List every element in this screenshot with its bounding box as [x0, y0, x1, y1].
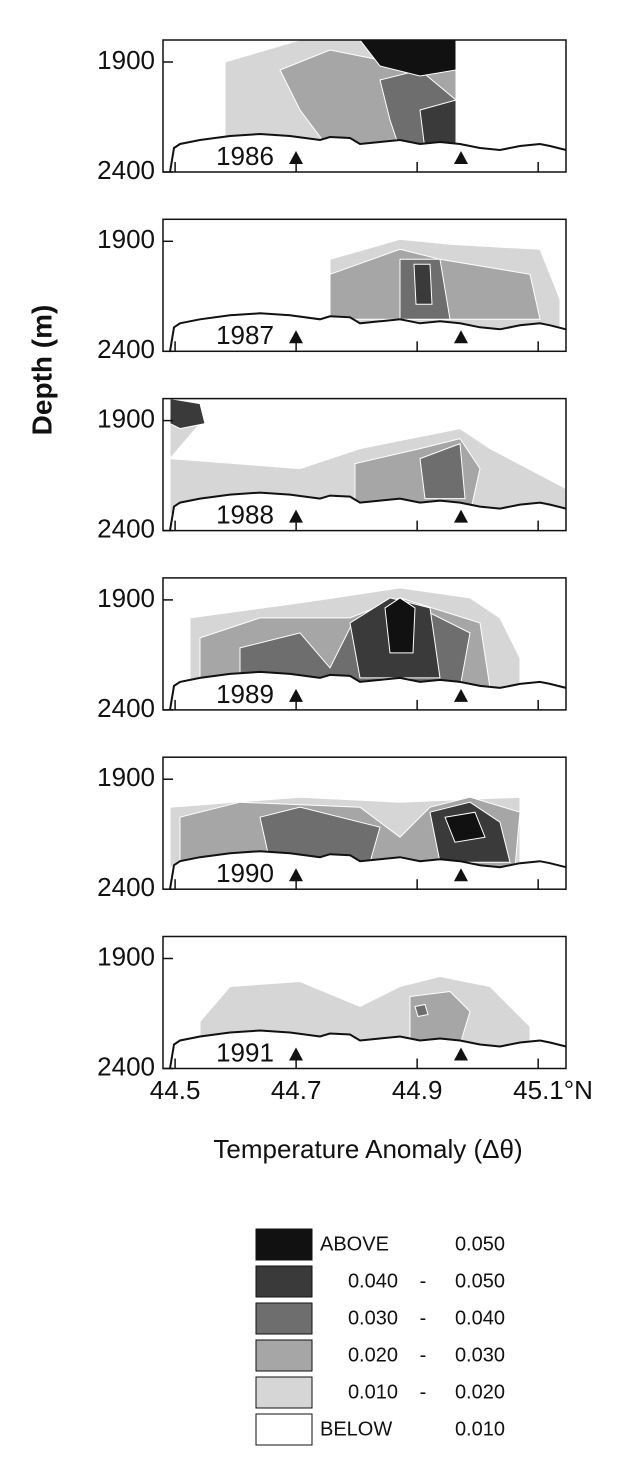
- contour-region: [384, 597, 416, 654]
- legend-text: 0.040: [348, 1270, 398, 1292]
- year-label: 1987: [216, 320, 274, 350]
- legend-text: 0.030: [348, 1307, 398, 1329]
- contour-region: [444, 811, 486, 843]
- station-marker: [454, 868, 468, 882]
- y-axis-label: Depth (m): [26, 305, 57, 436]
- station-marker: [289, 509, 303, 523]
- legend-text: 0.010: [348, 1381, 398, 1403]
- y-tick-label: 1900: [97, 583, 155, 613]
- legend-text: -: [420, 1344, 427, 1366]
- x-tick-label: 45.1°N: [513, 1075, 593, 1105]
- station-marker: [454, 151, 468, 164]
- station-marker: [454, 688, 468, 702]
- panel-frame: [162, 39, 567, 173]
- station-marker: [289, 330, 303, 344]
- y-tick-label: 2400: [97, 693, 155, 723]
- legend-text: -: [420, 1270, 427, 1292]
- year-label: 1986: [216, 141, 274, 171]
- x-tick-label: 44.9: [392, 1075, 443, 1105]
- panel-frame: [162, 397, 567, 532]
- y-tick-label: 1900: [97, 762, 155, 792]
- legend-swatch: [255, 1265, 313, 1298]
- legend-swatch: [255, 1413, 313, 1446]
- contour-region: [414, 1003, 429, 1018]
- y-tick-label: 1900: [97, 941, 155, 971]
- station-marker: [454, 509, 468, 523]
- seafloor: [169, 491, 567, 531]
- panel-frame: [162, 756, 567, 890]
- y-tick-label: 2400: [97, 872, 155, 902]
- legend-text: ABOVE: [320, 1233, 389, 1255]
- legend-swatch: [255, 1302, 313, 1335]
- legend-swatch: [255, 1228, 313, 1261]
- y-tick-label: 2400: [97, 1051, 155, 1081]
- legend-text: 0.040: [455, 1307, 505, 1329]
- station-marker: [454, 1047, 468, 1061]
- y-tick-label: 1900: [97, 403, 155, 433]
- seafloor: [169, 670, 567, 711]
- legend-text: 0.030: [455, 1344, 505, 1366]
- legend-text: 0.020: [348, 1344, 398, 1366]
- legend-text: -: [420, 1307, 427, 1329]
- y-tick-label: 2400: [97, 334, 155, 364]
- year-label: 1988: [216, 499, 274, 529]
- legend-text: 0.010: [455, 1418, 505, 1440]
- legend-swatch: [255, 1376, 313, 1409]
- y-tick-label: 1900: [97, 224, 155, 254]
- seafloor: [169, 850, 567, 890]
- legend-title: Temperature Anomaly (Δθ): [213, 1134, 522, 1164]
- year-label: 1989: [216, 679, 274, 709]
- y-tick-label: 2400: [97, 155, 155, 185]
- seafloor: [169, 1029, 567, 1069]
- legend-text: 0.050: [455, 1270, 505, 1292]
- year-label: 1991: [216, 1037, 274, 1067]
- legend-swatch: [255, 1339, 313, 1372]
- station-marker: [454, 330, 468, 344]
- y-tick-label: 2400: [97, 513, 155, 543]
- legend-text: -: [420, 1381, 427, 1403]
- legend-text: 0.020: [455, 1381, 505, 1403]
- panel-frame: [162, 935, 567, 1070]
- panel-frame: [162, 218, 567, 353]
- x-tick-label: 44.7: [271, 1075, 322, 1105]
- contour-region: [419, 442, 466, 500]
- station-marker: [289, 151, 303, 164]
- contour-region: [413, 263, 433, 305]
- seafloor: [169, 312, 567, 352]
- contour-region: [169, 398, 206, 430]
- station-marker: [289, 868, 303, 882]
- panel-frame: [162, 577, 567, 711]
- year-label: 1990: [216, 858, 274, 888]
- y-tick-label: 1900: [97, 45, 155, 75]
- x-tick-label: 44.5: [150, 1075, 201, 1105]
- station-marker: [289, 1047, 303, 1061]
- legend-text: BELOW: [320, 1418, 392, 1440]
- station-marker: [289, 688, 303, 702]
- seafloor: [169, 132, 567, 173]
- legend-text: 0.050: [455, 1233, 505, 1255]
